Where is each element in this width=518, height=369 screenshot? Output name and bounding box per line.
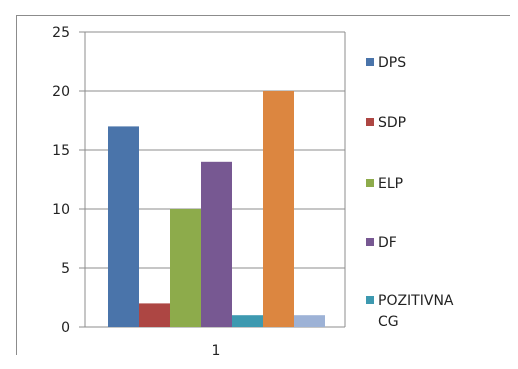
bar xyxy=(294,315,325,327)
bar xyxy=(263,91,294,327)
legend-swatch xyxy=(366,179,374,187)
legend-label: ELP xyxy=(378,176,403,192)
legend-item: DF xyxy=(366,235,397,251)
bar xyxy=(170,209,201,327)
legend-label: CG xyxy=(378,314,399,330)
legend-swatch xyxy=(366,238,374,246)
y-tick-label: 0 xyxy=(61,320,70,336)
y-tick-label: 25 xyxy=(52,25,70,41)
x-tick-label: 1 xyxy=(212,343,221,359)
y-tick-label: 10 xyxy=(52,202,70,218)
legend-swatch xyxy=(366,296,374,304)
y-tick-label: 20 xyxy=(52,84,70,100)
legend-item: POZITIVNA CG xyxy=(366,293,454,330)
legend-item: DPS xyxy=(366,55,406,71)
chart-frame xyxy=(16,15,510,355)
legend-swatch xyxy=(366,118,374,126)
x-axis-ticks: 1 xyxy=(212,343,221,359)
legend-label: DF xyxy=(378,235,397,251)
y-axis-ticks: 0 5 10 15 20 25 xyxy=(52,25,70,336)
legend-item: ELP xyxy=(366,176,403,192)
bar xyxy=(232,315,263,327)
y-tick-label: 5 xyxy=(61,261,70,277)
legend: DPS SDP ELP DF POZITIVNA CG xyxy=(366,55,454,330)
legend-label: SDP xyxy=(378,115,406,131)
bar xyxy=(201,161,232,327)
y-tick-label: 15 xyxy=(52,143,70,159)
bar xyxy=(139,303,170,327)
bars xyxy=(108,91,325,328)
legend-swatch xyxy=(366,58,374,66)
legend-label: DPS xyxy=(378,55,406,71)
legend-item: SDP xyxy=(366,115,406,131)
legend-label: POZITIVNA xyxy=(378,293,454,309)
bar xyxy=(108,126,139,328)
